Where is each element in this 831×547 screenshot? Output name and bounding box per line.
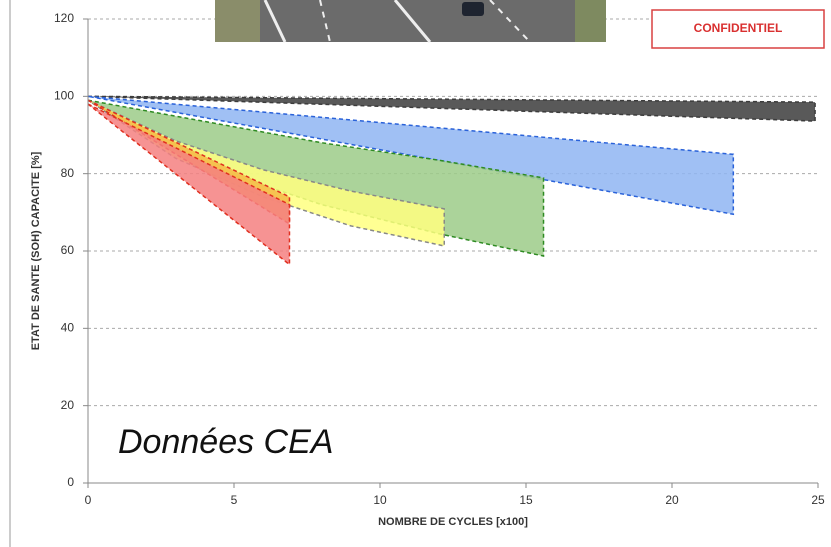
y-tick-label: 120	[54, 11, 74, 25]
photo-verge	[575, 0, 606, 42]
x-tick-label: 20	[665, 493, 679, 507]
badge: CONFIDENTIEL	[694, 21, 783, 35]
y-tick-label: 20	[61, 398, 75, 412]
band	[87, 95, 735, 216]
x-tick-label: 25	[811, 493, 825, 507]
band	[87, 103, 291, 267]
x-tick-label: 10	[373, 493, 387, 507]
y-tick-label: 40	[61, 321, 75, 335]
band	[87, 95, 816, 122]
y-tick-label: 100	[54, 89, 74, 103]
x-tick-label: 0	[85, 493, 92, 507]
y-tick-label: 0	[67, 475, 74, 489]
photo-verge	[215, 0, 260, 42]
y-axis-label: ETAT DE SANTE (SOH) CAPACITE [%]	[30, 151, 42, 350]
plot-area: 0 20 40 60 80 100 120 0 5 10 15 20 25	[54, 11, 825, 507]
photo	[215, 0, 606, 43]
photo-line	[489, 0, 531, 43]
badge-box	[651, 9, 825, 49]
photo-car	[462, 2, 484, 16]
annotation: Données CEA	[118, 423, 333, 461]
x-tick-label: 15	[519, 493, 533, 507]
y-tick-label: 80	[61, 166, 75, 180]
y-tick-label: 60	[61, 243, 75, 257]
x-axis-label: NOMBRE DE CYCLES [x100]	[378, 516, 528, 528]
photo-line	[393, 0, 432, 43]
x-tick-label: 5	[231, 493, 238, 507]
photo-line	[263, 0, 287, 43]
